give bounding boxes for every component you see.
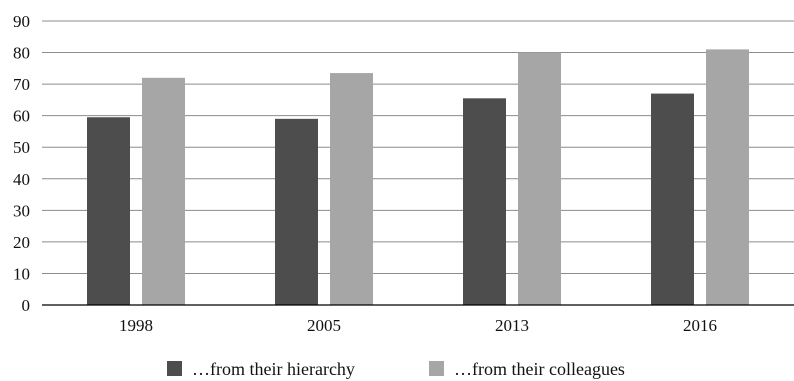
bar-colleagues-1998 (142, 77, 185, 305)
bar-hierarchy-2005 (275, 118, 318, 305)
bar-colleagues-2016 (706, 49, 749, 306)
x-tick-label: 2016 (683, 316, 717, 335)
bar-colleagues-2005 (330, 73, 373, 305)
y-tick-label: 90 (13, 12, 30, 31)
legend-label: …from their hierarchy (192, 359, 355, 379)
legend-label: …from their colleagues (454, 359, 625, 379)
legend: …from their hierarchy …from their colleag… (167, 359, 625, 379)
y-tick-label: 80 (13, 44, 30, 63)
y-tick-label: 0 (22, 296, 31, 315)
y-tick-label: 60 (13, 107, 30, 126)
x-tick-label: 2005 (307, 316, 341, 335)
bar-colleagues-2013 (518, 52, 561, 305)
y-tick-label: 20 (13, 233, 30, 252)
y-tick-label: 70 (13, 75, 30, 94)
y-tick-label: 10 (13, 264, 30, 283)
bar-hierarchy-2013 (463, 98, 506, 305)
y-tick-label: 30 (13, 201, 30, 220)
y-axis: 0 10 20 30 40 50 60 70 80 90 (13, 12, 30, 315)
legend-swatch (429, 361, 444, 376)
x-tick-label: 2013 (495, 316, 529, 335)
y-tick-label: 50 (13, 138, 30, 157)
x-axis: 1998 2005 2013 2016 (119, 316, 717, 335)
bar-hierarchy-1998 (87, 117, 130, 305)
x-tick-label: 1998 (119, 316, 153, 335)
bar-hierarchy-2016 (651, 93, 694, 305)
y-tick-label: 40 (13, 170, 30, 189)
bars (87, 49, 749, 306)
legend-swatch (167, 361, 182, 376)
